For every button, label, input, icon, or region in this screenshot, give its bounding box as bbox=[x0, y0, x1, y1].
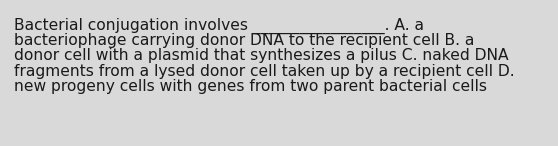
Text: new progeny cells with genes from two parent bacterial cells: new progeny cells with genes from two pa… bbox=[14, 79, 487, 94]
Text: bacteriophage carrying donor DNA to the recipient cell B. a: bacteriophage carrying donor DNA to the … bbox=[14, 33, 474, 48]
Text: fragments from a lysed donor cell taken up by a recipient cell D.: fragments from a lysed donor cell taken … bbox=[14, 64, 514, 79]
Text: Bacterial conjugation involves _________________. A. a: Bacterial conjugation involves _________… bbox=[14, 18, 424, 34]
Text: donor cell with a plasmid that synthesizes a pilus C. naked DNA: donor cell with a plasmid that synthesiz… bbox=[14, 48, 508, 63]
